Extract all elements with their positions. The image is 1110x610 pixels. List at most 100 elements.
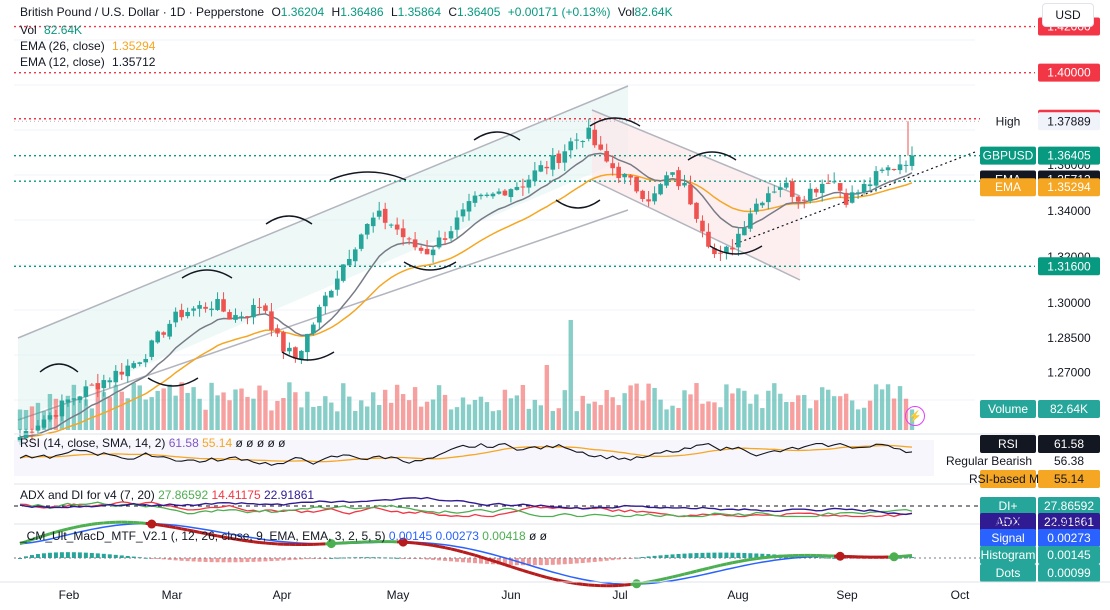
volume-bar: [131, 382, 136, 430]
macd-line-segment: [762, 555, 769, 560]
time-axis[interactable]: Feb Mar Apr May Jun Jul Aug Sep Oct: [0, 581, 1110, 602]
volume-bar: [466, 404, 472, 430]
candle-body: [712, 248, 717, 255]
adx-legend-title: ADX and DI for v4 (7, 20): [20, 488, 155, 502]
macd-histogram-bar: [700, 552, 705, 558]
candle-body: [239, 316, 244, 318]
macd-line-segment: [534, 572, 542, 578]
macd-tail: ø ø: [529, 529, 548, 543]
price-tick-label-bg: [1038, 63, 1100, 82]
volume-bar: [353, 410, 358, 430]
adx-di-minus: 14.41175: [211, 488, 261, 502]
macd-histogram-bar: [23, 556, 28, 558]
candle-body: [652, 193, 657, 202]
volume-bar: [891, 398, 897, 430]
lightning-icon[interactable]: ⚡: [905, 406, 925, 426]
month-label: Aug: [727, 588, 748, 602]
macd-line-segment: [552, 577, 560, 582]
volume-bar: [808, 408, 813, 430]
macd-histogram-bar: [131, 556, 136, 558]
candle-body: [412, 239, 418, 248]
macd-line-segment: [468, 552, 476, 557]
ema26-axis-label-bg: [980, 178, 1036, 197]
macd-histogram-bar: [365, 557, 370, 559]
macd-histogram-bar: [113, 554, 118, 558]
volume-bar: [472, 399, 478, 430]
rsi-pane: [14, 433, 1035, 476]
volume-bar: [712, 402, 717, 430]
macd-histogram-bar: [437, 558, 442, 561]
price-tick-label-bg: [1038, 257, 1100, 276]
volume-bar: [526, 408, 532, 430]
macd-histogram-bar: [736, 552, 741, 558]
volume-bar: [35, 402, 41, 430]
adx-di-axis-value-bg: [1038, 497, 1100, 515]
volume-bar: [299, 407, 304, 430]
volume-bar: [347, 396, 352, 430]
macd-line-segment: [211, 533, 218, 538]
candle-body: [149, 340, 155, 357]
adx-di-plus: 27.86592: [158, 488, 209, 502]
volume-bar: [275, 400, 280, 430]
volume-axis-label-bg: [980, 400, 1036, 418]
macd-line-segment: [408, 541, 416, 545]
volume-bar: [125, 398, 130, 430]
currency-button[interactable]: USD: [1042, 3, 1094, 27]
volume-bar: [29, 406, 35, 430]
macd-histogram-bar: [59, 552, 64, 558]
candle-body: [382, 208, 388, 223]
macd-dots-axis-value-bg: [1038, 564, 1100, 582]
volume-bar: [281, 397, 286, 430]
volume-bars: [17, 320, 915, 430]
candle-body: [682, 182, 687, 186]
volume-bar: [700, 403, 705, 430]
macd-line-segment: [85, 522, 93, 527]
macd-line-segment: [163, 524, 170, 529]
macd-cross-dot: [889, 552, 899, 562]
candle-body: [508, 189, 514, 197]
volume-bar: [173, 395, 178, 430]
volume-bar: [89, 408, 95, 430]
volume-bar: [724, 384, 729, 430]
macd-histogram-bar: [520, 558, 525, 566]
macd-histogram-bar: [83, 552, 88, 558]
ema-lines: [19, 152, 913, 438]
macd-histogram-bar: [760, 553, 765, 558]
macd-histogram-bar: [77, 552, 82, 558]
macd-histogram-bar: [305, 558, 310, 560]
swing-arc: [265, 215, 313, 225]
candle-body: [484, 194, 490, 196]
macd-histogram-bar: [856, 558, 861, 559]
macd-histogram-bar: [335, 557, 340, 559]
volume-bar: [604, 390, 609, 430]
volume-bar: [742, 390, 747, 430]
candle-body: [598, 144, 603, 150]
volume-bar: [688, 394, 693, 430]
macd-histogram-bar: [449, 558, 454, 562]
volume-bar: [484, 402, 490, 430]
candle-body: [801, 199, 807, 201]
macd-histogram-bar: [209, 558, 214, 563]
macd-histogram-bar: [574, 558, 579, 564]
macd-histogram-bar: [670, 554, 675, 558]
rsi-ma-line: [19, 444, 913, 463]
macd-histogram-bar: [910, 557, 914, 559]
macd-cross-dot: [632, 579, 642, 589]
candle-body: [514, 186, 520, 190]
macd-histogram-bar: [71, 552, 76, 558]
rsi-axis-label: RSI: [998, 437, 1018, 451]
candle-body: [281, 332, 286, 352]
candle-body: [89, 384, 95, 386]
volume-bar: [873, 384, 879, 430]
price-axis[interactable]: 1.420001.400001.380001.360001.340001.320…: [946, 0, 1110, 610]
candle-body: [442, 238, 448, 240]
volume-bar: [634, 383, 639, 430]
macd-line-segment: [732, 560, 739, 565]
macd-histogram-bar: [640, 557, 645, 559]
macd-histogram-bar: [658, 555, 663, 558]
macd-histogram-bar: [191, 558, 196, 562]
candle-body: [556, 153, 562, 163]
volume-bar: [748, 403, 753, 430]
volume-bar: [538, 405, 544, 430]
